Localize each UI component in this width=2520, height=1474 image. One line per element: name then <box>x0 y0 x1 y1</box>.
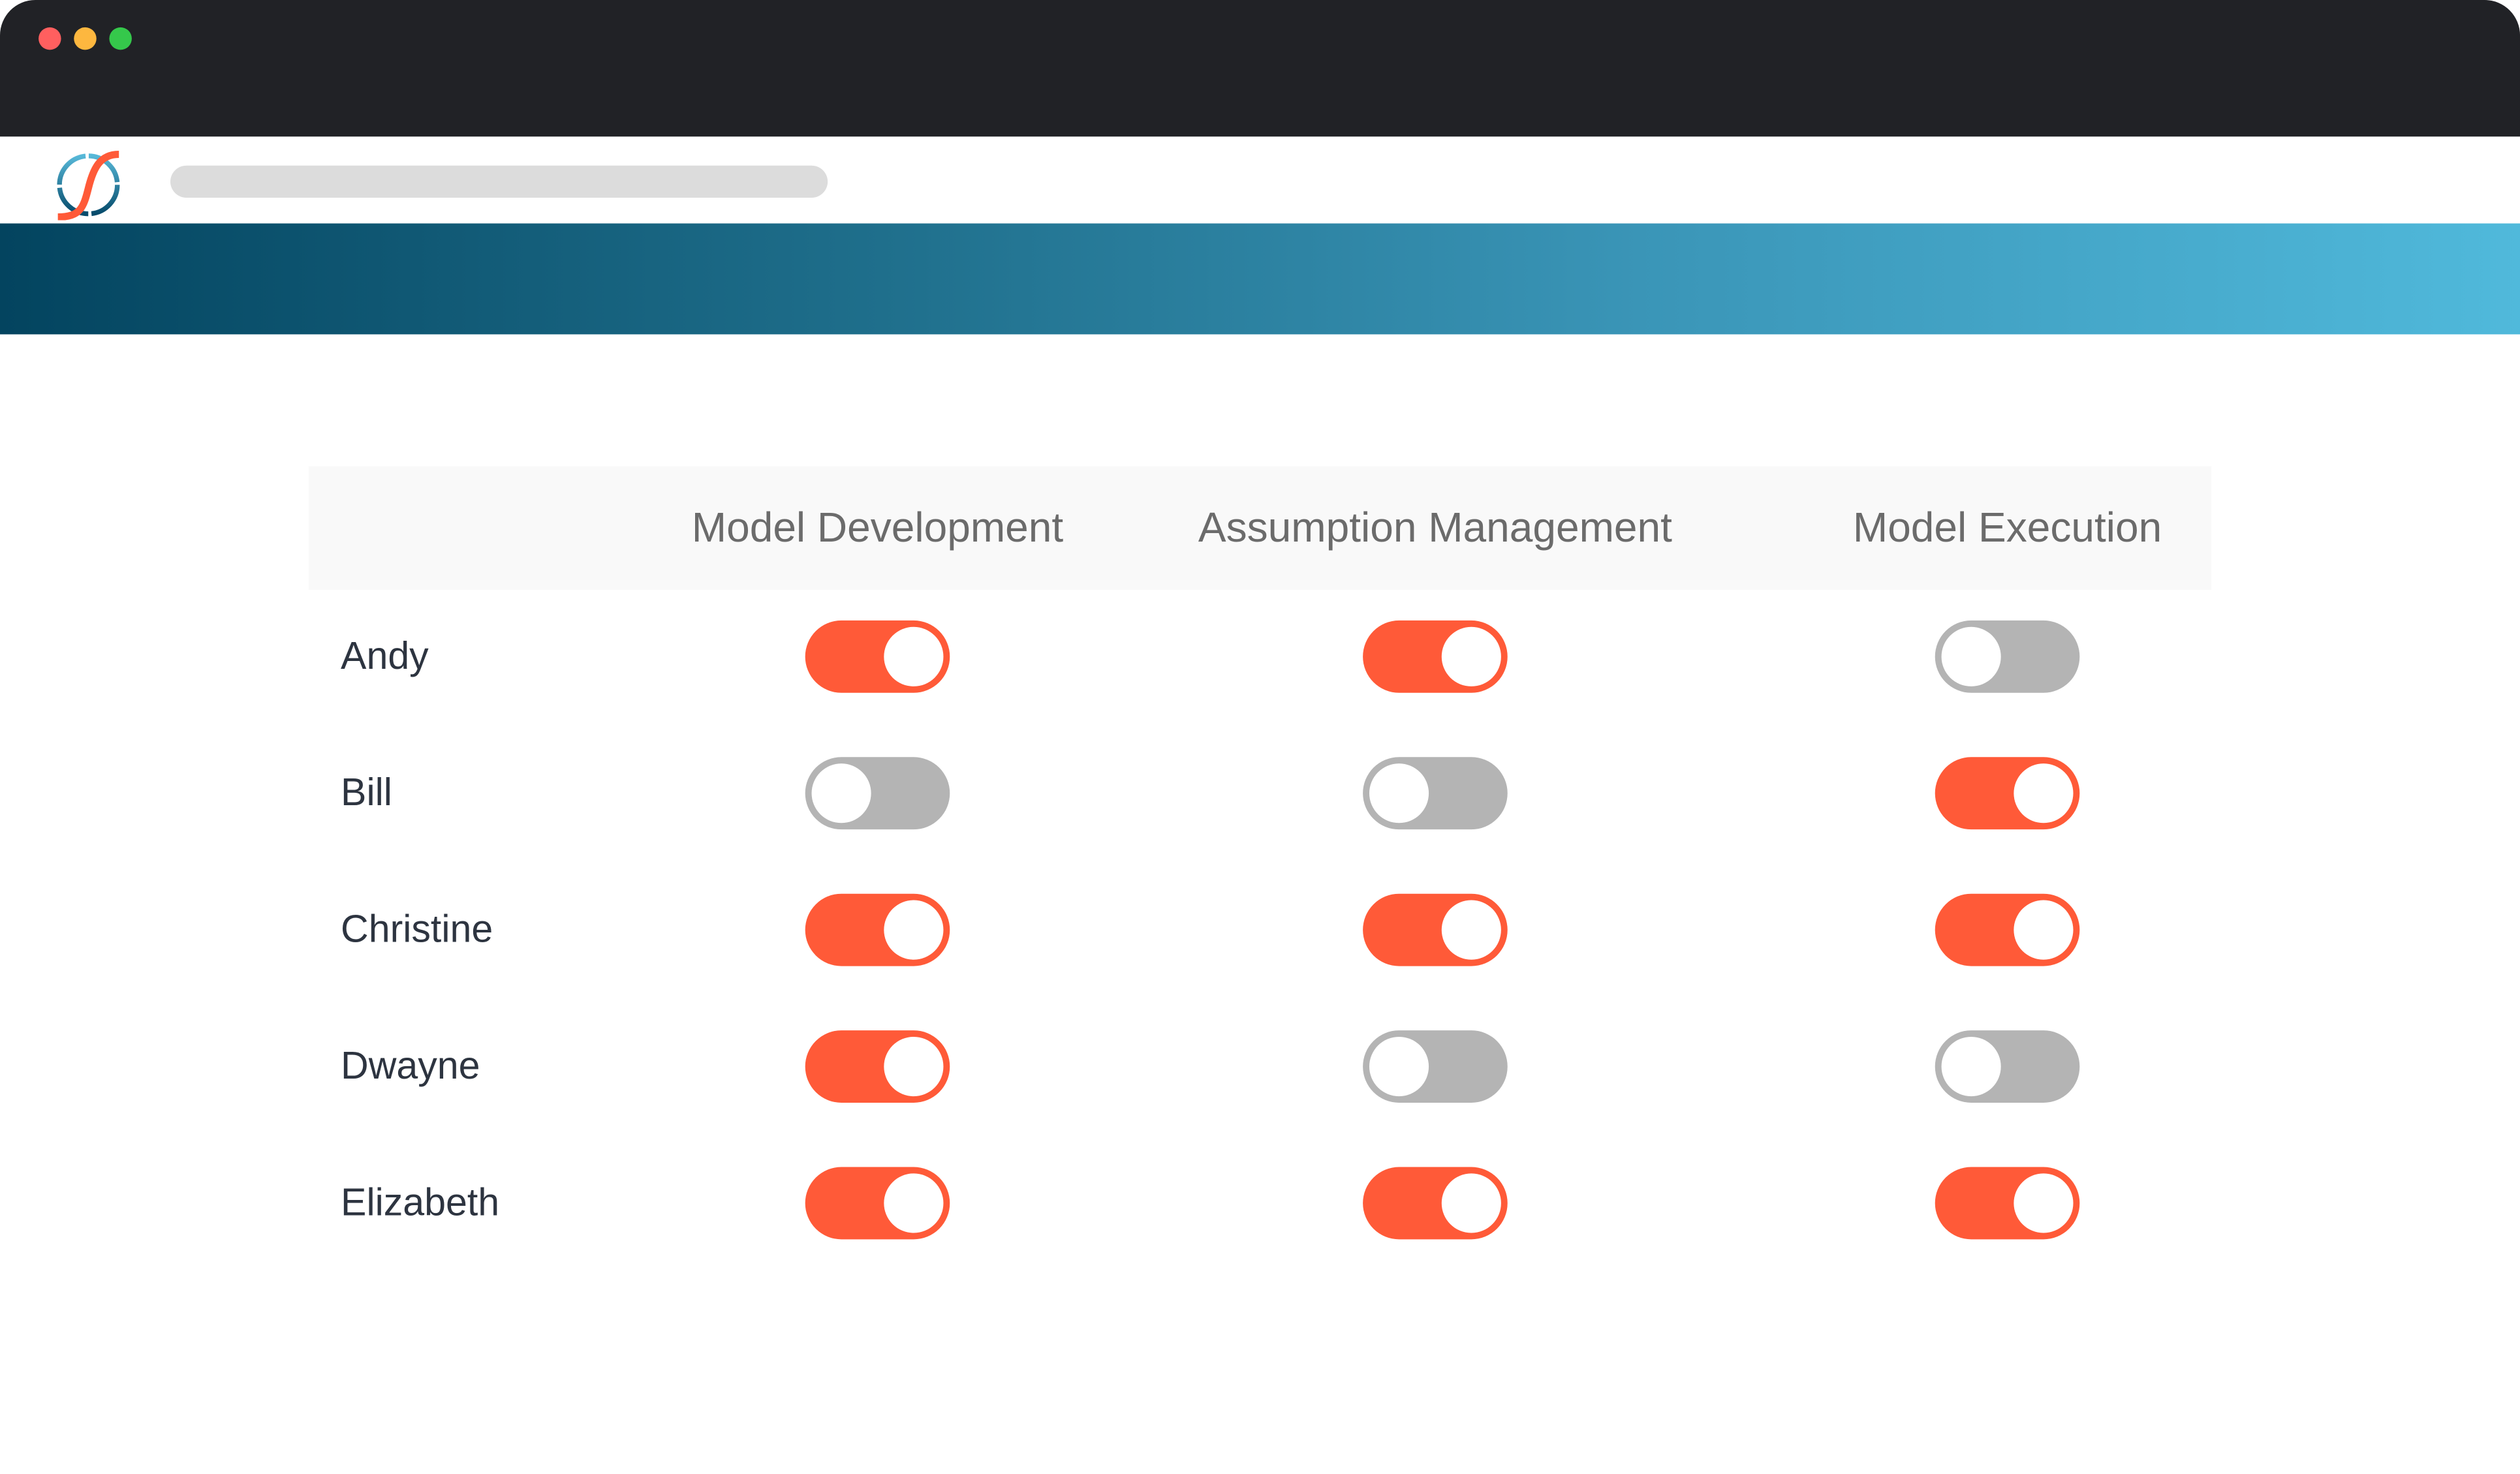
permission-toggle[interactable] <box>1935 757 2080 830</box>
toggle-knob <box>1941 626 2001 686</box>
toggle-knob <box>1441 626 1501 686</box>
toggle-knob <box>2014 763 2074 823</box>
maximize-window-button[interactable] <box>109 27 132 50</box>
toggle-knob <box>1441 1173 1501 1233</box>
toggle-knob <box>2014 1173 2074 1233</box>
title-bar <box>0 0 2520 137</box>
permission-toggle[interactable] <box>1935 1167 2080 1240</box>
toggle-knob <box>1369 1036 1429 1097</box>
brand-logo-icon <box>57 150 120 221</box>
table-row: Elizabeth <box>309 1135 2211 1271</box>
user-name: Elizabeth <box>341 1181 500 1225</box>
permission-toggle[interactable] <box>1935 620 2080 693</box>
column-header: Model Execution <box>1852 503 2162 551</box>
user-name: Andy <box>341 635 429 679</box>
toggle-knob <box>884 626 944 686</box>
close-window-button[interactable] <box>39 27 61 50</box>
permission-toggle[interactable] <box>805 620 950 693</box>
user-name: Dwayne <box>341 1045 480 1088</box>
permission-toggle[interactable] <box>1363 893 1508 966</box>
user-name: Christine <box>341 908 493 952</box>
column-header: Model Development <box>691 503 1064 551</box>
table-row: Bill <box>309 725 2211 861</box>
toggle-knob <box>1941 1036 2001 1097</box>
permission-toggle[interactable] <box>805 893 950 966</box>
permission-toggle[interactable] <box>1935 1030 2080 1103</box>
table-row: Christine <box>309 861 2211 998</box>
toggle-knob <box>2014 900 2074 960</box>
address-bar-area <box>0 136 2520 224</box>
permission-toggle[interactable] <box>1363 757 1508 830</box>
minimize-window-button[interactable] <box>74 27 97 50</box>
toggle-knob <box>1441 900 1501 960</box>
permission-toggle[interactable] <box>1363 1030 1508 1103</box>
permission-toggle[interactable] <box>1935 893 2080 966</box>
toggle-knob <box>884 900 944 960</box>
table-header: Model Development Assumption Management … <box>308 466 2212 591</box>
table-row: Dwayne <box>309 998 2211 1135</box>
table-row: Andy <box>309 589 2211 725</box>
toggle-knob <box>884 1036 944 1097</box>
permission-toggle[interactable] <box>805 757 950 830</box>
toggle-knob <box>884 1173 944 1233</box>
permission-toggle[interactable] <box>1363 1167 1508 1240</box>
url-bar[interactable] <box>170 165 828 198</box>
permission-toggle[interactable] <box>805 1167 950 1240</box>
user-name: Bill <box>341 771 392 815</box>
header-banner <box>0 223 2520 335</box>
permission-toggle[interactable] <box>805 1030 950 1103</box>
permission-toggle[interactable] <box>1363 620 1508 693</box>
column-header: Assumption Management <box>1198 503 1672 551</box>
toggle-knob <box>811 763 871 823</box>
toggle-knob <box>1369 763 1429 823</box>
